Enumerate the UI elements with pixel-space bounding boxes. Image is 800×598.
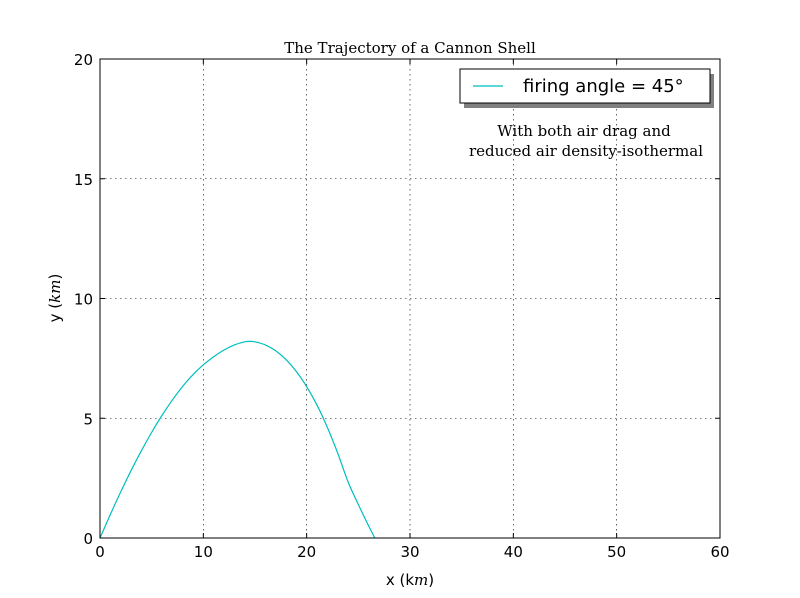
y-tick-label: 20 (74, 51, 93, 69)
y-tick-label: 0 (83, 530, 93, 548)
y-tick-label: 10 (74, 291, 93, 309)
x-tick-label: 50 (607, 543, 626, 561)
x-tick-label: 40 (504, 543, 523, 561)
x-axis-label: x (km) (386, 571, 434, 589)
legend-label: firing angle = 45° (523, 76, 684, 97)
series-layer (99, 340, 376, 539)
grid (100, 59, 720, 538)
legend: firing angle = 45° (459, 68, 714, 108)
trajectory-line (99, 340, 376, 539)
y-tick-label: 15 (74, 171, 93, 189)
annotation-line-1: With both air drag and (497, 122, 671, 140)
x-tick-label: 30 (400, 543, 419, 561)
annotation: With both air drag and reduced air densi… (469, 122, 703, 160)
y-axis-label: y (km) (46, 274, 64, 323)
ticks: 0 10 20 30 40 50 60 0 5 10 15 20 (74, 51, 730, 561)
x-tick-label: 20 (297, 543, 316, 561)
chart-title: The Trajectory of a Cannon Shell (284, 39, 536, 57)
annotation-line-2: reduced air density-isothermal (469, 142, 703, 160)
x-tick-label: 0 (95, 543, 105, 561)
x-tick-label: 60 (710, 543, 729, 561)
y-tick-label: 5 (83, 410, 93, 428)
x-tick-label: 10 (194, 543, 213, 561)
